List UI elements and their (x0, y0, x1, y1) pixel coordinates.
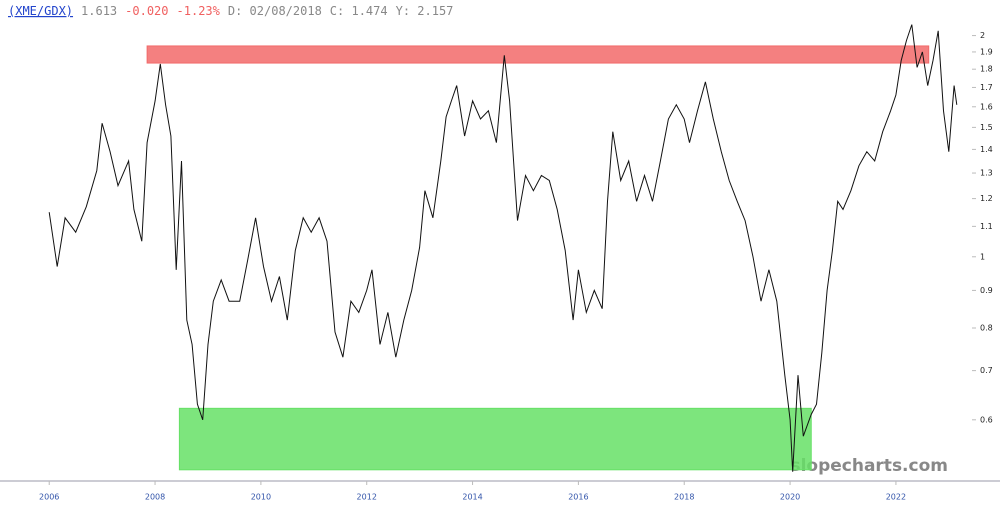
x-tick-label: 2014 (462, 493, 482, 502)
y-tick-label: 1.4 (980, 145, 993, 154)
y-tick-label: 1.3 (980, 169, 993, 178)
y-tick-label: 0.9 (980, 286, 993, 295)
symbol[interactable]: (XME/GDX) (8, 4, 73, 18)
y-tick-label: 1.8 (980, 65, 993, 74)
zone (178, 407, 812, 471)
y-tick-label: 0.7 (980, 366, 993, 375)
x-tick-label: 2008 (145, 493, 165, 502)
x-tick-label: 2022 (886, 493, 906, 502)
y-tick-label: 1.1 (980, 222, 993, 231)
y-tick-label: 1.2 (980, 194, 993, 203)
header: (XME/GDX) 1.613 -0.020 -1.23% D: 02/08/2018 C… (8, 4, 453, 18)
quote-field: Y: 2.157 (396, 4, 454, 18)
y-tick-label: 1.9 (980, 47, 993, 56)
y-tick-label: 1.5 (980, 123, 993, 132)
quote-field: D: 02/08/2018 (228, 4, 322, 18)
y-tick-label: 0.8 (980, 324, 993, 333)
y-tick-label: 1.6 (980, 102, 993, 111)
x-tick-label: 2006 (39, 493, 59, 502)
x-tick-label: 2010 (251, 493, 271, 502)
y-tick-label: 1 (980, 252, 985, 261)
x-tick-label: 2012 (357, 493, 377, 502)
quote-field: -1.23% (177, 4, 221, 18)
x-tick-label: 2020 (780, 493, 800, 502)
y-tick-label: 1.7 (980, 83, 993, 92)
x-tick-label: 2018 (674, 493, 694, 502)
quote-field: C: 1.474 (330, 4, 388, 18)
y-tick-label: 0.6 (980, 415, 993, 424)
quote-field: -0.020 (125, 4, 168, 18)
price-line (48, 24, 958, 472)
watermark: slopecharts.com (790, 456, 948, 476)
zone (146, 45, 930, 64)
x-tick-label: 2016 (568, 493, 588, 502)
quote-field: 1.613 (81, 4, 117, 18)
y-tick-label: 2 (980, 31, 985, 40)
